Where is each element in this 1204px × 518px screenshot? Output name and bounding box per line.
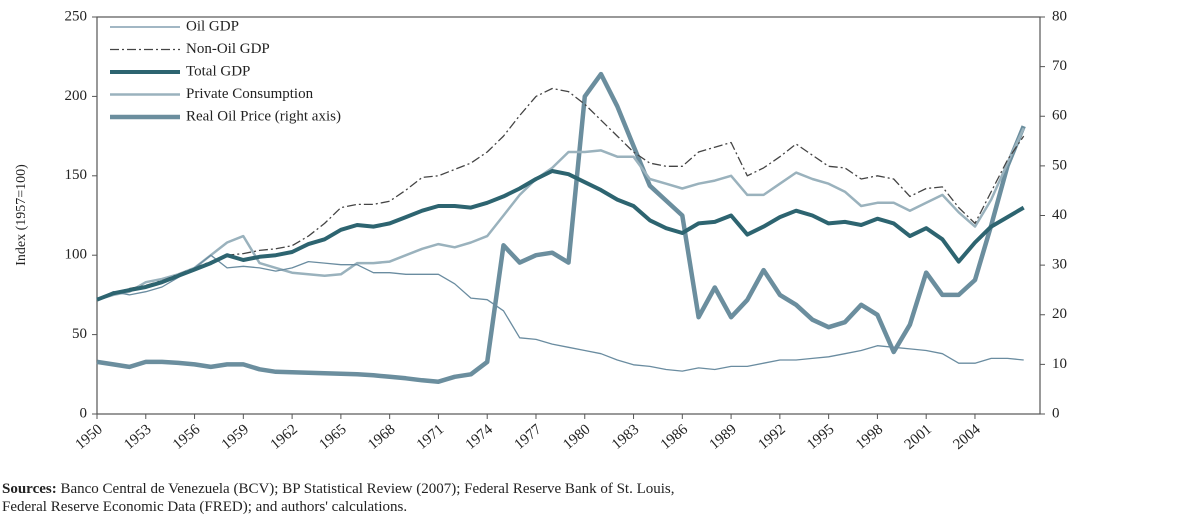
y-axis-label: Index (1957=100) bbox=[14, 164, 29, 266]
legend-label: Total GDP bbox=[186, 63, 250, 79]
x-tick-label: 1959 bbox=[219, 421, 252, 453]
y-tick-label: 250 bbox=[65, 8, 88, 24]
legend-label: Real Oil Price (right axis) bbox=[186, 108, 341, 124]
x-tick-label: 2001 bbox=[902, 421, 935, 453]
footnote-text: Banco Central de Venezuela (BCV); BP Sta… bbox=[2, 481, 675, 515]
y2-tick-label: 50 bbox=[1052, 157, 1067, 173]
y2-tick-label: 70 bbox=[1052, 58, 1067, 74]
x-tick-label: 1977 bbox=[511, 421, 545, 453]
footnote: Sources: Banco Central de Venezuela (BCV… bbox=[2, 481, 675, 515]
x-tick-label: 1992 bbox=[755, 421, 788, 453]
y-tick-label: 50 bbox=[72, 326, 87, 342]
x-tick-label: 1950 bbox=[73, 421, 106, 453]
x-tick-label: 1962 bbox=[268, 421, 301, 453]
footnote-label: Sources: bbox=[2, 481, 57, 497]
y-tick-label: 200 bbox=[65, 88, 88, 104]
x-tick-label: 1983 bbox=[609, 421, 642, 453]
legend-label: Oil GDP bbox=[186, 18, 239, 34]
x-tick-label: 1965 bbox=[316, 421, 349, 453]
x-tick-label: 1998 bbox=[853, 421, 886, 453]
x-tick-label: 1989 bbox=[707, 421, 740, 453]
y2-tick-label: 40 bbox=[1052, 207, 1067, 223]
x-tick-label: 1968 bbox=[365, 421, 398, 453]
y-tick-label: 150 bbox=[65, 167, 88, 183]
legend-label: Non-Oil GDP bbox=[186, 41, 270, 57]
y-tick-label: 0 bbox=[80, 405, 88, 421]
y-tick-label: 100 bbox=[65, 247, 88, 263]
y2-tick-label: 20 bbox=[1052, 306, 1067, 322]
series-line bbox=[96, 169, 1025, 302]
y2-tick-label: 30 bbox=[1052, 257, 1067, 273]
x-tick-label: 1980 bbox=[560, 421, 593, 453]
y2-tick-label: 80 bbox=[1052, 8, 1067, 24]
x-tick-label: 1986 bbox=[658, 421, 692, 453]
series-line bbox=[96, 254, 1024, 372]
series-line bbox=[96, 71, 1026, 384]
y2-tick-label: 0 bbox=[1052, 405, 1060, 421]
x-tick-label: 1995 bbox=[804, 421, 837, 453]
legend-label: Private Consumption bbox=[186, 86, 314, 102]
x-tick-label: 1953 bbox=[121, 421, 154, 453]
x-tick-label: 2004 bbox=[950, 421, 984, 453]
x-tick-label: 1971 bbox=[414, 421, 447, 453]
y2-tick-label: 10 bbox=[1052, 356, 1067, 372]
y2-tick-label: 60 bbox=[1052, 108, 1067, 124]
series-line bbox=[96, 127, 1025, 301]
x-tick-label: 1974 bbox=[463, 421, 497, 453]
x-tick-label: 1956 bbox=[170, 421, 204, 453]
